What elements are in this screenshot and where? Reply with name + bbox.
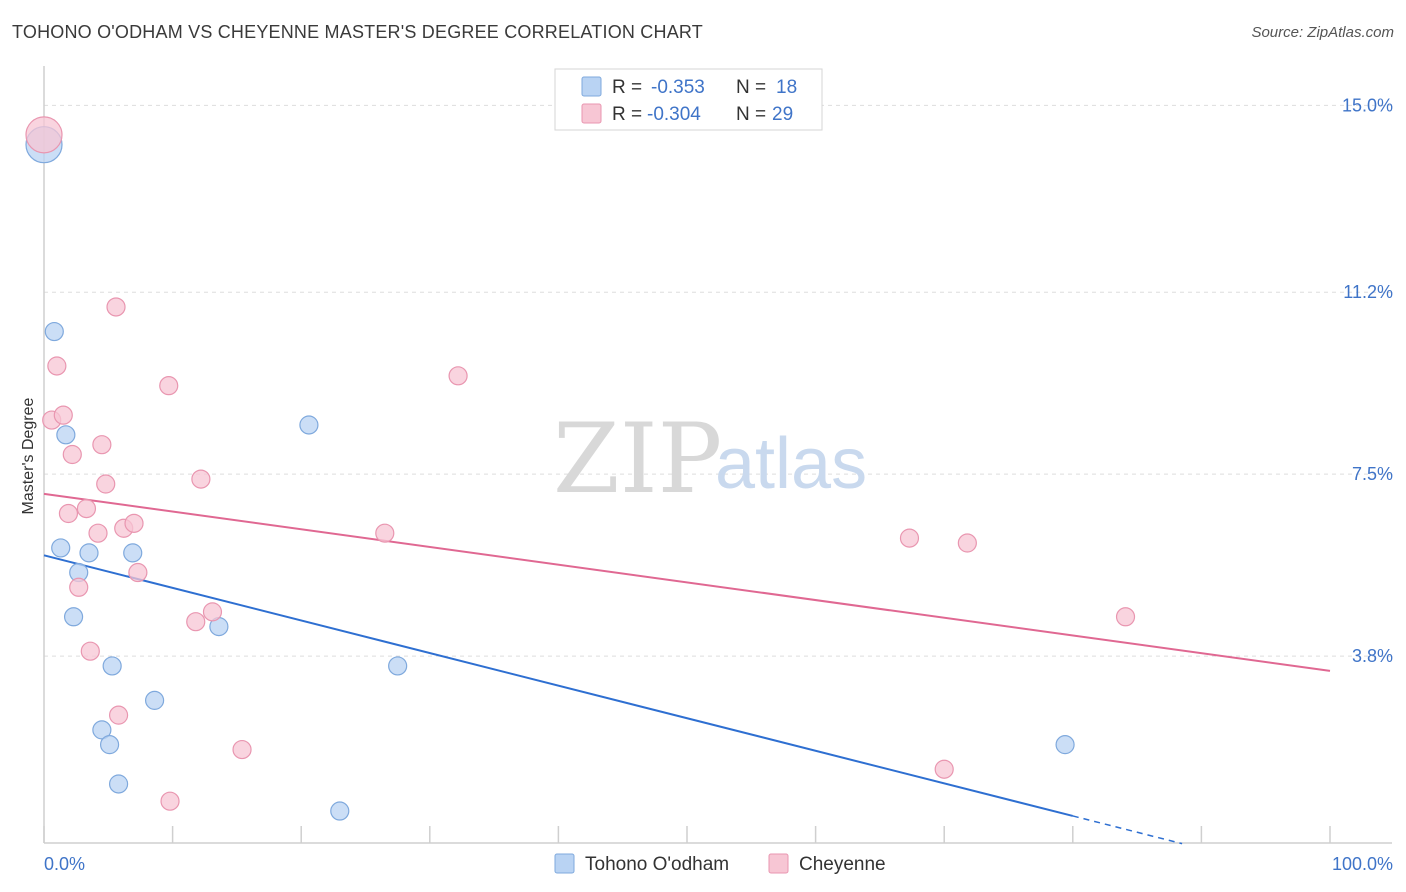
point-cheyenne: [53, 405, 73, 425]
point-cheyenne: [191, 469, 211, 489]
watermark: ZIP atlas: [553, 403, 867, 515]
point-cheyenne: [96, 474, 116, 494]
point-cheyenne: [899, 528, 920, 548]
point-cheyenne: [128, 562, 148, 583]
point-cheyenne: [934, 759, 954, 779]
point-cheyenne: [232, 739, 252, 760]
trend-lines: [43, 492, 1331, 845]
legend-r-label: R =: [612, 104, 642, 125]
legend-swatch-pink: [581, 103, 602, 124]
axes: [43, 66, 1392, 844]
point-cheyenne: [124, 513, 144, 533]
x-tick-label: 100.0%: [1332, 854, 1393, 874]
point-cheyenne: [58, 503, 79, 524]
point-tohono: [92, 720, 112, 740]
point-cheyenne: [448, 366, 468, 386]
y-tick-labels: 3.8% 7.5% 11.2% 15.0%: [1342, 95, 1393, 666]
grid-lines: [44, 104, 1392, 657]
point-tohono: [330, 801, 350, 821]
point-cheyenne: [92, 435, 112, 455]
legend-label-tohono: Tohono O'odham: [585, 854, 729, 875]
point-tohono: [79, 543, 99, 563]
y-tick-label: 7.5%: [1352, 464, 1393, 484]
legend-r-value: -0.353: [651, 77, 705, 98]
point-tohono: [56, 425, 76, 445]
point-cheyenne: [202, 602, 223, 622]
y-axis-label: Master's Degree: [20, 397, 37, 514]
point-tohono: [144, 690, 165, 710]
point-tohono: [299, 415, 319, 435]
point-cheyenne: [69, 577, 89, 597]
trend-line-tohono-extension: [1072, 815, 1183, 845]
point-tohono: [123, 543, 143, 563]
legend-n-value: 18: [776, 77, 797, 98]
x-tick-label: 0.0%: [44, 854, 85, 874]
data-points: [25, 116, 1136, 821]
watermark-zip: ZIP: [553, 403, 722, 515]
point-cheyenne: [1115, 607, 1136, 627]
legend-r-value: -0.304: [647, 104, 701, 125]
legend-swatch-blue: [581, 76, 602, 97]
series-legend: Tohono O'odham Cheyenne: [554, 853, 886, 875]
y-tick-label: 3.8%: [1352, 646, 1393, 666]
point-tohono: [108, 774, 129, 794]
trend-line-tohono: [43, 554, 1074, 817]
point-cheyenne: [80, 641, 100, 661]
point-cheyenne: [106, 297, 126, 317]
point-cheyenne: [25, 116, 63, 154]
x-tick-labels: 0.0% 100.0%: [44, 854, 1393, 874]
legend-label-cheyenne: Cheyenne: [799, 854, 886, 875]
point-cheyenne: [76, 498, 97, 519]
legend-n-label: N =: [736, 104, 766, 125]
point-tohono: [102, 656, 122, 676]
source-credit: Source: ZipAtlas.com: [1251, 24, 1394, 41]
point-cheyenne: [957, 533, 977, 553]
point-tohono: [51, 538, 71, 558]
point-tohono: [63, 607, 84, 627]
point-cheyenne: [47, 356, 67, 376]
y-tick-label: 11.2%: [1343, 282, 1393, 302]
chart-title: TOHONO O'ODHAM VS CHEYENNE MASTER'S DEGR…: [12, 22, 703, 42]
point-cheyenne: [375, 523, 395, 543]
legend-n-label: N =: [736, 77, 766, 98]
legend-r-label: R =: [612, 77, 642, 98]
trend-line-cheyenne: [43, 492, 1331, 672]
point-cheyenne: [88, 523, 108, 543]
legend-swatch-tohono: [554, 853, 575, 874]
point-tohono: [44, 321, 64, 342]
point-cheyenne: [186, 612, 206, 632]
point-tohono: [99, 735, 120, 755]
legend-n-value: 29: [772, 104, 793, 125]
y-tick-label: 15.0%: [1342, 95, 1393, 115]
point-tohono: [388, 656, 408, 676]
point-cheyenne: [160, 791, 180, 811]
point-cheyenne: [159, 376, 179, 396]
watermark-atlas: atlas: [715, 424, 867, 504]
point-cheyenne: [62, 444, 82, 465]
point-cheyenne: [108, 705, 129, 725]
point-tohono: [1055, 735, 1075, 755]
stats-legend: R = -0.353 N = 18 R = -0.304 N = 29: [554, 68, 823, 131]
legend-swatch-cheyenne: [768, 853, 789, 874]
